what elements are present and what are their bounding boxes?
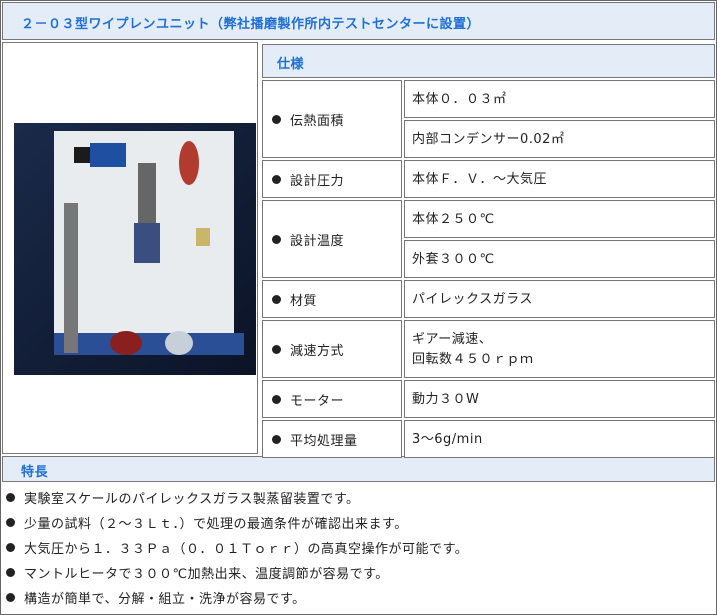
- spec-value-cell: [404, 80, 715, 118]
- spec-label: 設計圧力: [290, 174, 345, 189]
- bullet: [272, 175, 281, 184]
- spec-heading: 仕様: [277, 57, 305, 72]
- spec-value-cell: [404, 420, 715, 458]
- photo: [14, 123, 256, 375]
- spec-label: 伝熱面積: [290, 114, 345, 129]
- title: ２－０３型ワイプレンユニット（弊社播磨製作所内テストセンターに設置）: [21, 17, 481, 32]
- spec-value: ギアー減速、: [412, 332, 493, 347]
- spec-value: 本体Ｆ．Ｖ．～大気圧: [412, 172, 548, 187]
- spec-value: パイレックスガラス: [412, 292, 533, 307]
- spec-value: 動力３０W: [412, 392, 480, 407]
- bullet: [6, 568, 15, 577]
- spec-label: 平均処理量: [290, 434, 358, 449]
- bullet: [6, 493, 15, 502]
- feature-item: 構造が簡単で、分解・組立・洗浄が容易です。: [24, 592, 306, 607]
- bullet: [6, 543, 15, 552]
- bullet: [272, 295, 281, 304]
- bullet: [272, 115, 281, 124]
- bullet: [272, 235, 281, 244]
- spec-value-cell: [404, 280, 715, 318]
- feature-item: 大気圧から１．３３Ｐａ（０．０１Ｔｏｒｒ）の高真空操作が可能です。: [24, 542, 469, 557]
- spec-value-cell: [404, 320, 715, 378]
- spec-value: 本体２５０℃: [412, 212, 495, 227]
- spec-label: 減速方式: [290, 344, 345, 359]
- spec-label-cell: [262, 200, 402, 278]
- spec-label-cell: [262, 420, 402, 458]
- spec-value-cell: [404, 160, 715, 198]
- bullet: [6, 518, 15, 527]
- spec-value: 外套３００℃: [412, 252, 495, 267]
- spec-label: 材質: [290, 294, 318, 309]
- bullet: [272, 435, 281, 444]
- spec-value: 内部コンデンサー0.02㎡: [412, 132, 565, 147]
- bullet: [272, 395, 281, 404]
- spec-label: モーター: [290, 394, 345, 409]
- spec-value: 回転数４５０ｒｐｍ: [412, 352, 534, 367]
- spec-label: 設計温度: [290, 234, 345, 249]
- spec-value-cell: [404, 380, 715, 418]
- spec-value-cell: [404, 120, 715, 158]
- spec-value: 本体０．０３㎡: [412, 92, 507, 107]
- bullet: [6, 593, 15, 602]
- spec-label-cell: [262, 380, 402, 418]
- spec-label-cell: [262, 320, 402, 378]
- spec-value-cell: [404, 240, 715, 278]
- features-heading: 特長: [21, 465, 49, 480]
- spec-heading-cell: 仕様: [262, 44, 715, 78]
- spec-label-cell: [262, 280, 402, 318]
- features-heading-cell: 特長: [2, 456, 715, 482]
- spec-label-cell: [262, 80, 402, 158]
- spec-value-cell: [404, 200, 715, 238]
- feature-item: マントルヒータで３００℃加熱出来、温度調節が容易です。: [24, 567, 389, 582]
- spec-label-cell: [262, 160, 402, 198]
- bullet: [272, 345, 281, 354]
- title-row: ２－０３型ワイプレンユニット（弊社播磨製作所内テストセンターに設置）: [2, 2, 715, 40]
- feature-item: 実験室スケールのパイレックスガラス製蒸留装置です。: [24, 492, 360, 507]
- spec-value: 3〜6g/min: [412, 432, 483, 447]
- feature-item: 少量の試料（２～３Ｌｔ．）で処理の最適条件が確認出来ます。: [24, 517, 408, 532]
